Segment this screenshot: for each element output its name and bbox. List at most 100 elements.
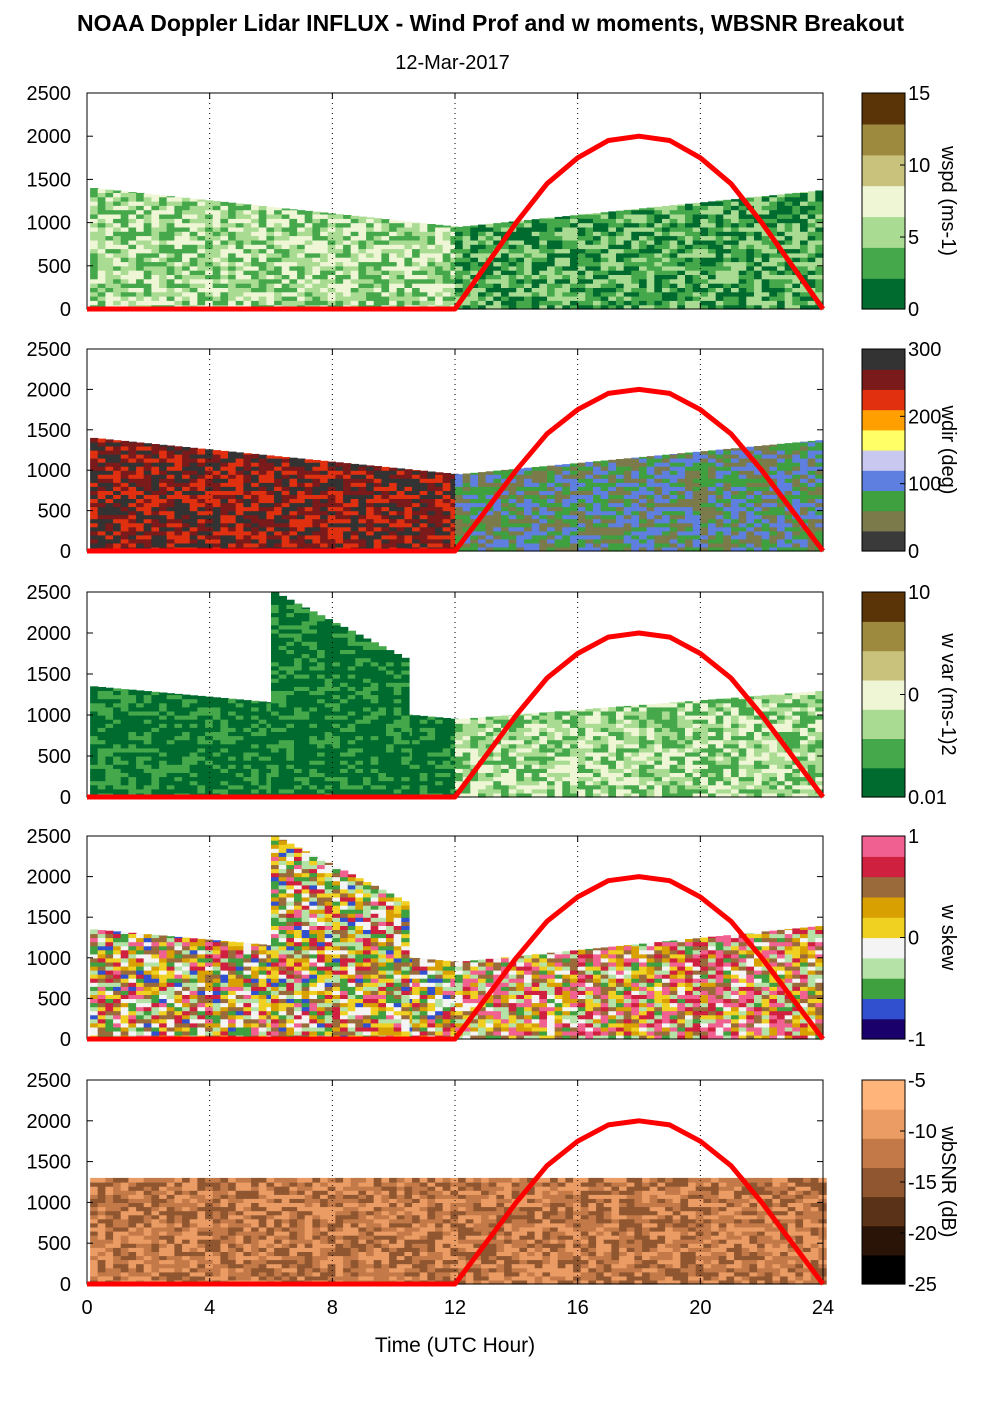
heatmap-cell bbox=[462, 494, 471, 499]
heatmap-cell bbox=[784, 514, 793, 520]
heatmap-cell bbox=[570, 222, 579, 228]
heatmap-cell bbox=[807, 538, 816, 544]
heatmap-cell bbox=[692, 278, 701, 284]
heatmap-cell bbox=[266, 462, 275, 467]
heatmap-cell bbox=[350, 231, 359, 237]
heatmap-cell bbox=[600, 274, 609, 280]
heatmap-cell bbox=[113, 218, 122, 224]
heatmap-cell bbox=[419, 291, 428, 297]
heatmap-cell bbox=[373, 257, 382, 263]
heatmap-cell bbox=[427, 300, 436, 306]
heatmap-cell bbox=[235, 283, 244, 288]
heatmap-cell bbox=[174, 291, 183, 297]
heatmap-cell bbox=[800, 248, 809, 254]
heatmap-cell bbox=[738, 542, 747, 548]
heatmap-cell bbox=[105, 768, 114, 773]
heatmap-cell bbox=[754, 231, 763, 237]
heatmap-cell bbox=[166, 278, 175, 284]
heatmap-cell bbox=[373, 244, 382, 250]
heatmap-cell bbox=[205, 530, 214, 536]
heatmap-cell bbox=[442, 498, 451, 504]
heatmap-cell bbox=[493, 257, 502, 263]
heatmap-cell bbox=[493, 265, 502, 271]
heatmap-cell bbox=[381, 478, 390, 483]
heatmap-cell bbox=[143, 514, 152, 520]
heatmap-cell bbox=[197, 265, 206, 271]
heatmap-cell bbox=[455, 291, 464, 297]
heatmap-cell bbox=[228, 542, 237, 548]
heatmap-cell bbox=[784, 201, 793, 206]
heatmap-cell bbox=[320, 235, 329, 241]
heatmap-cell bbox=[493, 231, 502, 237]
heatmap-cell bbox=[120, 274, 129, 280]
heatmap-cell bbox=[731, 296, 740, 301]
heatmap-cell bbox=[723, 542, 732, 548]
heatmap-cell bbox=[128, 205, 137, 211]
heatmap-cell bbox=[228, 205, 237, 211]
heatmap-cell bbox=[151, 739, 160, 745]
heatmap-cell bbox=[700, 218, 709, 224]
heatmap-cell bbox=[562, 526, 571, 532]
heatmap-cell bbox=[685, 244, 694, 250]
heatmap-cell bbox=[692, 490, 701, 495]
heatmap-cell bbox=[554, 222, 563, 228]
heatmap-cell bbox=[174, 244, 183, 250]
heatmap-cell bbox=[297, 506, 306, 512]
heatmap-cell bbox=[784, 283, 793, 288]
heatmap-cell bbox=[462, 235, 471, 241]
y-tick-label: 0 bbox=[60, 541, 71, 563]
heatmap-cell bbox=[289, 270, 298, 275]
heatmap-cell bbox=[585, 300, 594, 306]
heatmap-cell bbox=[685, 547, 694, 552]
heatmap-cell bbox=[554, 542, 563, 548]
heatmap-cell bbox=[128, 196, 137, 202]
heatmap-cell bbox=[350, 218, 359, 224]
heatmap-cell bbox=[128, 743, 137, 749]
heatmap-cell bbox=[562, 486, 571, 491]
heatmap-cell bbox=[585, 226, 594, 232]
heatmap-cell bbox=[815, 265, 824, 271]
heatmap-cell bbox=[143, 244, 152, 250]
heatmap-cell bbox=[577, 486, 586, 491]
heatmap-cell bbox=[266, 252, 275, 258]
heatmap-cell bbox=[320, 222, 329, 228]
heatmap-cell bbox=[769, 304, 778, 310]
heatmap-cell bbox=[646, 482, 655, 487]
heatmap-cell bbox=[608, 211, 617, 215]
heatmap-cell bbox=[662, 462, 671, 467]
heatmap-cell bbox=[143, 196, 152, 202]
heatmap-cell bbox=[593, 518, 602, 524]
heatmap-cell bbox=[662, 248, 671, 254]
heatmap-cell bbox=[90, 265, 99, 271]
heatmap-cell bbox=[539, 283, 548, 288]
heatmap-cell bbox=[143, 702, 152, 708]
heatmap-cell bbox=[358, 274, 367, 280]
heatmap-cell bbox=[435, 506, 444, 512]
heatmap-cell bbox=[646, 498, 655, 504]
heatmap-cell bbox=[731, 287, 740, 293]
heatmap-cell bbox=[189, 222, 198, 228]
heatmap-cell bbox=[685, 248, 694, 254]
heatmap-cell bbox=[143, 710, 152, 716]
heatmap-cell bbox=[677, 518, 686, 524]
heatmap-cell bbox=[708, 287, 717, 293]
heatmap-cell bbox=[600, 231, 609, 237]
heatmap-cell bbox=[136, 530, 145, 536]
heatmap-cell bbox=[212, 235, 221, 241]
heatmap-cell bbox=[266, 470, 275, 475]
heatmap-cell bbox=[593, 274, 602, 280]
heatmap-cell bbox=[631, 226, 640, 232]
heatmap-cell bbox=[639, 278, 648, 284]
heatmap-cell bbox=[623, 490, 632, 495]
heatmap-cell bbox=[243, 235, 252, 241]
heatmap-cell bbox=[442, 478, 451, 483]
heatmap-cell bbox=[97, 743, 106, 749]
heatmap-cell bbox=[197, 506, 206, 512]
heatmap-cell bbox=[205, 470, 214, 475]
heatmap-cell bbox=[639, 304, 648, 310]
heatmap-cell bbox=[419, 470, 428, 475]
heatmap-cell bbox=[174, 222, 183, 228]
heatmap-cell bbox=[373, 530, 382, 536]
heatmap-cell bbox=[531, 498, 540, 504]
heatmap-cell bbox=[105, 727, 114, 732]
